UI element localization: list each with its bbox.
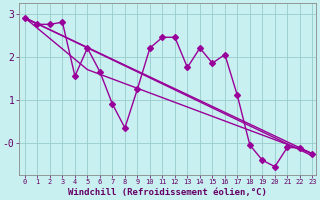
X-axis label: Windchill (Refroidissement éolien,°C): Windchill (Refroidissement éolien,°C) [68, 188, 267, 197]
